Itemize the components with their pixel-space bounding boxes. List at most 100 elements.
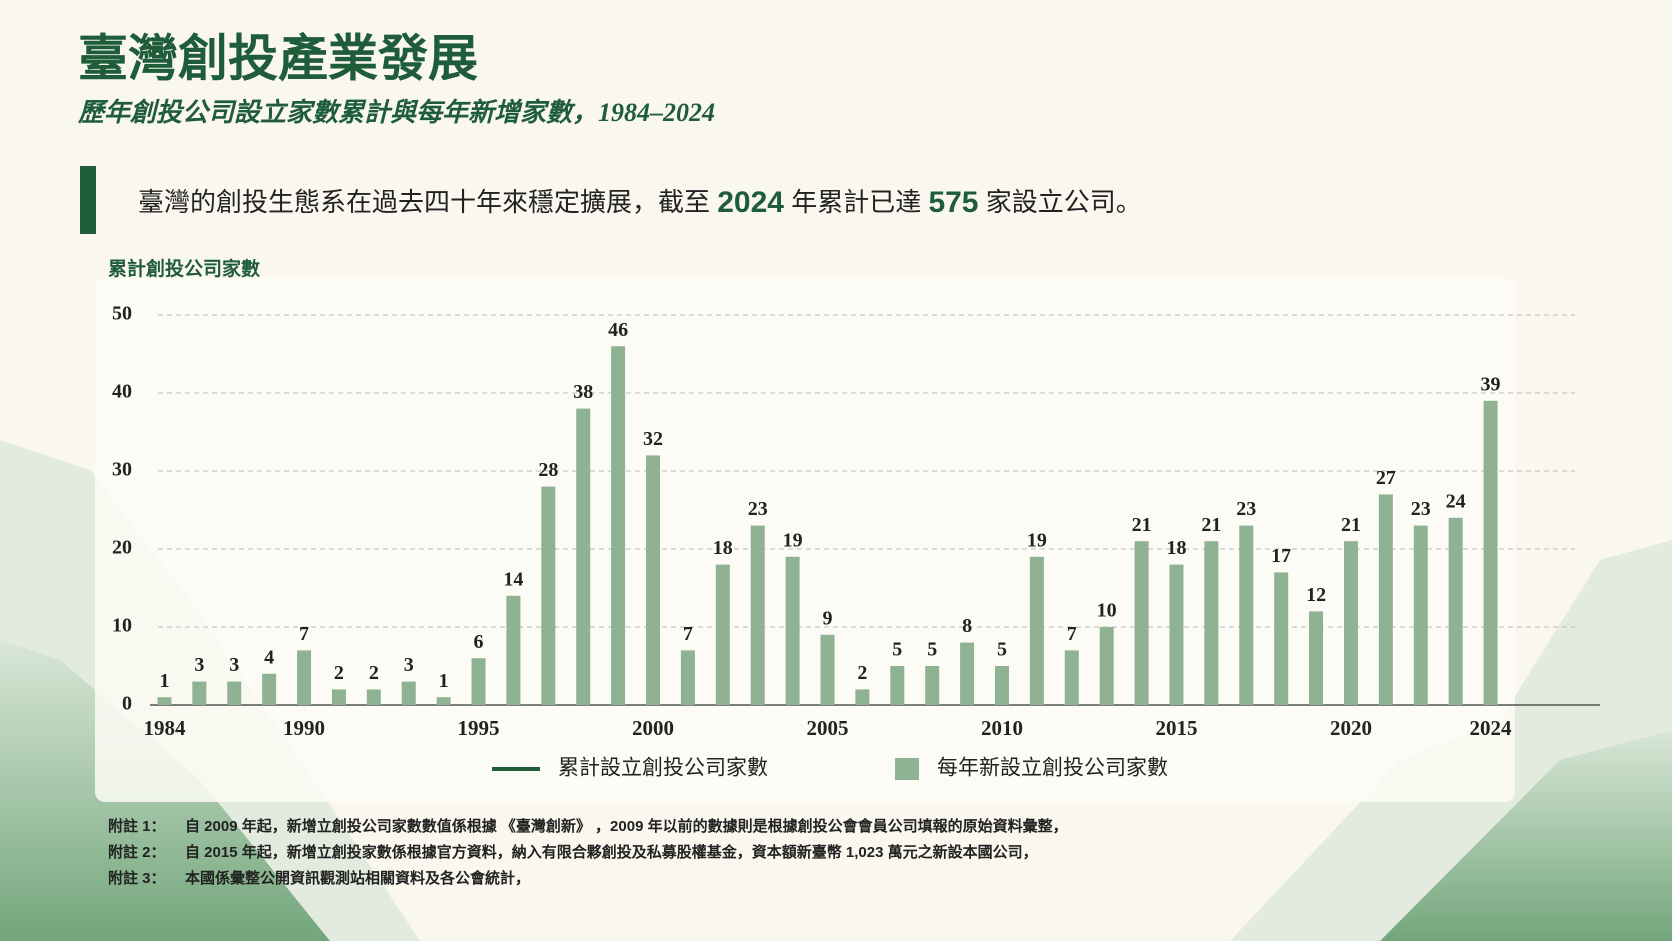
footnote-text: 本國係彙整公開資訊觀測站相關資料及各公會統計， [185, 869, 530, 887]
highlight-part: 年累計已達 [784, 187, 928, 217]
value-label: 7 [1067, 623, 1077, 645]
value-label: 2 [334, 662, 344, 684]
y-tick-label: 30 [112, 459, 132, 481]
value-label: 14 [503, 568, 523, 590]
value-label: 21 [1132, 514, 1152, 536]
value-label: 19 [783, 529, 803, 551]
highlight-part: 臺灣的創投生態系在過去四十年來穩定擴展，截至 [138, 187, 717, 217]
bar [297, 650, 312, 705]
bar [1448, 517, 1463, 705]
x-tick-label: 2024 [1470, 716, 1513, 740]
bar [1239, 525, 1254, 705]
value-label: 23 [748, 498, 768, 520]
x-tick-label: 1990 [283, 716, 325, 740]
bar [262, 673, 277, 705]
bar [1413, 525, 1428, 705]
bar [1343, 541, 1358, 705]
mountain [1380, 730, 1672, 941]
bar [471, 658, 486, 705]
bar [1204, 541, 1219, 705]
y-tick-label: 20 [112, 537, 132, 559]
highlight-bar [80, 166, 96, 234]
bar [750, 525, 765, 705]
legend-label: 每年新設立創投公司家數 [937, 757, 1168, 780]
bar [820, 634, 835, 705]
bar [366, 689, 381, 705]
bar [646, 455, 661, 705]
bar [960, 642, 975, 705]
plot-card [95, 278, 1515, 802]
bar [157, 697, 172, 705]
bar [576, 408, 591, 705]
x-tick-label: 2005 [807, 716, 849, 740]
bar [925, 666, 940, 705]
x-tick-label: 2015 [1155, 716, 1197, 740]
value-label: 39 [1481, 373, 1501, 395]
value-label: 2 [857, 662, 867, 684]
value-label: 21 [1341, 514, 1361, 536]
value-label: 1 [439, 670, 449, 692]
value-label: 17 [1271, 545, 1291, 567]
value-label: 7 [683, 623, 693, 645]
value-label: 27 [1376, 467, 1396, 489]
value-label: 2 [369, 662, 379, 684]
y-tick-label: 40 [112, 381, 132, 403]
y-tick-label: 10 [112, 615, 132, 637]
bar [436, 697, 451, 705]
value-label: 3 [404, 654, 414, 676]
bar [1483, 400, 1498, 705]
value-label: 9 [823, 607, 833, 629]
x-tick-label: 1995 [458, 716, 500, 740]
bar [715, 564, 730, 705]
value-label: 4 [264, 646, 274, 668]
chart-subtitle: 歷年創投公司設立家數累計與每年新增家數，1984–2024 [77, 98, 715, 127]
bar [1134, 541, 1149, 705]
highlight-part: 家設立公司。 [979, 187, 1142, 217]
bar [506, 595, 521, 705]
value-label: 18 [713, 537, 733, 559]
value-label: 6 [474, 631, 484, 653]
bar [541, 486, 556, 705]
bar [1099, 627, 1114, 705]
value-label: 3 [229, 654, 239, 676]
value-label: 46 [608, 319, 628, 341]
value-label: 23 [1236, 498, 1256, 520]
value-label: 19 [1027, 529, 1047, 551]
highlight-number: 575 [928, 186, 978, 219]
bar [785, 556, 800, 705]
bar [192, 681, 207, 705]
x-tick-label: 2020 [1330, 716, 1372, 740]
bar [1378, 494, 1393, 705]
value-label: 5 [927, 639, 937, 661]
value-label: 8 [962, 615, 972, 637]
highlight-text: 臺灣的創投生態系在過去四十年來穩定擴展，截至 2024 年累計已達 575 家設… [138, 186, 1142, 219]
value-label: 24 [1446, 490, 1466, 512]
value-label: 38 [573, 381, 593, 403]
footnote-label: 附註 2： [108, 843, 166, 861]
x-tick-label: 2010 [981, 716, 1023, 740]
footnote-text: 自 2015 年起，新增立創投家數係根據官方資料，納入有限合夥創投及私募股權基金… [185, 843, 1038, 861]
x-tick-label: 1984 [143, 716, 186, 740]
y-axis-label: 累計創投公司家數 [108, 257, 260, 280]
value-label: 18 [1166, 537, 1186, 559]
footnote-text: 自 2009 年起，新增立創投公司家數數值係根據 《臺灣創新》 ，2009 年以… [185, 817, 1068, 835]
value-label: 5 [997, 639, 1007, 661]
legend-box [895, 758, 919, 780]
value-label: 5 [892, 639, 902, 661]
bar [1169, 564, 1184, 705]
bar [1064, 650, 1079, 705]
y-tick-label: 0 [122, 693, 132, 715]
value-label: 32 [643, 428, 663, 450]
chart-title: 臺灣創投產業發展 [78, 30, 478, 86]
bar [1274, 572, 1289, 705]
value-label: 10 [1097, 600, 1117, 622]
x-tick-label: 2000 [632, 716, 674, 740]
bar [994, 666, 1009, 705]
footnote-label: 附註 3： [108, 869, 166, 887]
bar [680, 650, 695, 705]
bar [1029, 556, 1044, 705]
value-label: 21 [1201, 514, 1221, 536]
value-label: 23 [1411, 498, 1431, 520]
